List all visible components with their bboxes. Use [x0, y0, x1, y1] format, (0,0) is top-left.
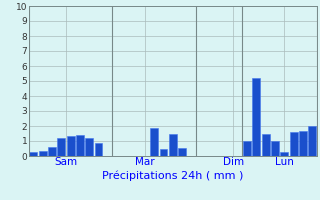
Bar: [67, 136, 75, 156]
Bar: [29, 152, 37, 156]
Bar: [280, 152, 288, 156]
Bar: [262, 134, 270, 156]
Bar: [76, 135, 84, 156]
Bar: [39, 151, 47, 156]
Bar: [290, 132, 298, 156]
Bar: [150, 128, 158, 156]
Bar: [299, 130, 307, 156]
Bar: [271, 141, 279, 156]
Bar: [48, 147, 56, 156]
Bar: [94, 142, 102, 156]
Bar: [308, 126, 316, 156]
Bar: [160, 148, 167, 156]
Bar: [243, 141, 251, 156]
Bar: [252, 78, 260, 156]
Bar: [57, 138, 65, 156]
Bar: [169, 134, 177, 156]
X-axis label: Précipitations 24h ( mm ): Précipitations 24h ( mm ): [102, 170, 244, 181]
Bar: [85, 138, 93, 156]
Bar: [178, 148, 186, 156]
